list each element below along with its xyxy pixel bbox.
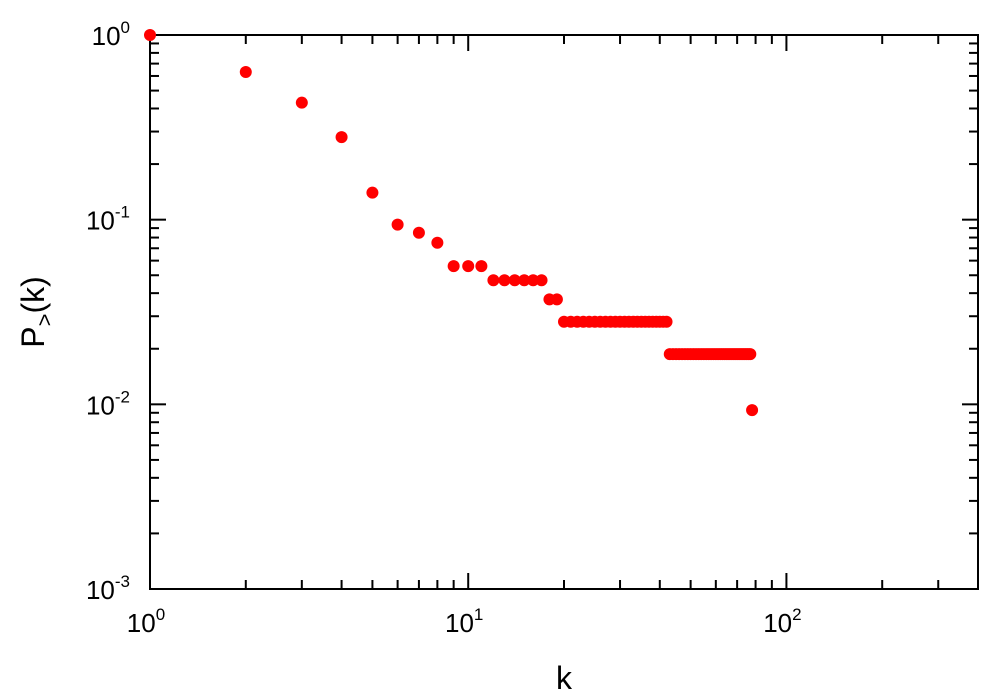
data-point	[335, 131, 348, 144]
y-tick-base: 10	[86, 390, 115, 420]
y-tick-base: 10	[86, 575, 115, 605]
x-tick-base: 10	[445, 608, 474, 638]
data-point	[447, 260, 460, 273]
x-axis-title: k	[556, 660, 573, 696]
data-point	[550, 293, 563, 306]
y-tick-label: 100	[92, 18, 130, 51]
y-tick-base: 10	[86, 206, 115, 236]
x-tick-exponent: 2	[792, 605, 801, 624]
y-tick-exponent: -3	[115, 572, 130, 591]
data-point	[295, 96, 308, 109]
y-tick-label: 10-2	[86, 387, 130, 420]
y-tick-exponent: -2	[115, 387, 130, 406]
y-axis-title-subscript: >	[32, 314, 57, 327]
data-point	[239, 66, 252, 79]
x-tick-label: 101	[445, 605, 483, 638]
x-tick-base: 10	[127, 608, 156, 638]
axis-ticks	[149, 34, 979, 590]
x-tick-exponent: 0	[156, 605, 165, 624]
y-axis-title: P>(k)	[15, 276, 57, 348]
data-point	[508, 274, 521, 287]
y-axis-title-suffix: (k)	[15, 276, 51, 313]
x-tick-exponent: 1	[474, 605, 483, 624]
data-point	[391, 218, 404, 231]
data-point	[475, 260, 488, 273]
y-tick-label: 10-1	[86, 203, 130, 236]
data-point	[518, 274, 531, 287]
data-point	[366, 186, 379, 199]
data-point	[462, 260, 475, 273]
y-tick-label: 10-3	[86, 572, 130, 605]
data-point	[746, 404, 759, 417]
data-point	[535, 274, 548, 287]
y-tick-exponent: -1	[115, 203, 130, 222]
data-point	[660, 315, 673, 328]
data-points	[144, 29, 759, 417]
data-point	[431, 236, 444, 249]
x-tick-label: 102	[763, 605, 801, 638]
data-point	[498, 274, 511, 287]
data-point	[744, 348, 757, 361]
y-axis-title-main: P	[15, 326, 51, 347]
x-tick-base: 10	[763, 608, 792, 638]
data-point	[412, 226, 425, 239]
plot-frame	[149, 34, 979, 590]
y-tick-exponent: 0	[121, 18, 130, 37]
data-point	[144, 29, 156, 41]
x-tick-label: 100	[127, 605, 165, 638]
data-point	[487, 274, 500, 287]
data-point	[527, 274, 540, 287]
y-tick-base: 10	[92, 21, 121, 51]
